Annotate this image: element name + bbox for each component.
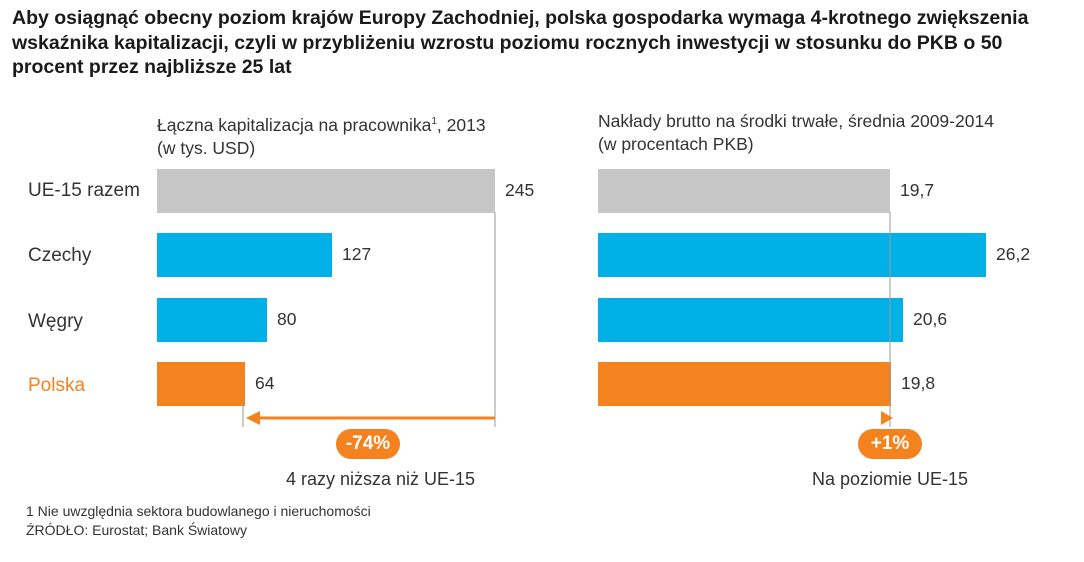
left-title-year: , 2013 bbox=[436, 114, 486, 135]
category-label-polska: Polska bbox=[28, 375, 86, 396]
left-chart-title: Łączna kapitalizacja na pracownika1, 201… bbox=[157, 110, 486, 160]
right-bar-czechy bbox=[598, 233, 986, 277]
right-gap-arrowhead bbox=[881, 411, 893, 425]
right-value-label-ue15: 19,7 bbox=[900, 180, 935, 200]
left-value-label-polska: 64 bbox=[255, 373, 275, 393]
left-gap-arrowhead bbox=[246, 411, 260, 425]
category-label-ue15: UE-15 razem bbox=[28, 180, 140, 201]
left-bar-czechy bbox=[157, 233, 332, 277]
right-chart-title: Nakłady brutto na środki trwałe, średnia… bbox=[598, 110, 994, 156]
source-note: ŹRÓDŁO: Eurostat; Bank Światowy bbox=[26, 522, 247, 538]
left-caption: 4 razy niższa niż UE-15 bbox=[286, 469, 476, 489]
right-value-label-wegry: 20,6 bbox=[913, 309, 948, 329]
left-value-label-ue15: 245 bbox=[505, 180, 535, 200]
right-bar-polska bbox=[598, 362, 891, 406]
left-title-text: Łączna kapitalizacja na pracownika bbox=[157, 114, 432, 135]
left-bar-ue15 bbox=[157, 169, 495, 213]
left-gap-badge: -74% bbox=[336, 429, 400, 459]
left-title-unit: (w tys. USD) bbox=[157, 137, 256, 158]
right-bar-wegry bbox=[598, 298, 903, 342]
left-value-label-wegry: 80 bbox=[277, 309, 297, 329]
left-bar-wegry bbox=[157, 298, 267, 342]
headline: Aby osiągnąć obecny poziom krajów Europy… bbox=[12, 7, 1029, 78]
left-value-label-czechy: 127 bbox=[342, 244, 372, 264]
category-label-czechy: Czechy bbox=[28, 245, 92, 266]
right-value-label-czechy: 26,2 bbox=[996, 244, 1031, 264]
right-value-label-polska: 19,8 bbox=[901, 373, 936, 393]
right-title-unit: (w procentach PKB) bbox=[598, 134, 754, 154]
right-gap-badge: +1% bbox=[858, 429, 922, 459]
left-bar-polska bbox=[157, 362, 245, 406]
right-bar-ue15 bbox=[598, 169, 890, 213]
category-label-wegry: Węgry bbox=[28, 311, 83, 332]
right-title-text: Nakłady brutto na środki trwałe, średnia… bbox=[598, 111, 994, 131]
footnote-marker: 1 bbox=[431, 116, 437, 127]
right-caption: Na poziomie UE-15 bbox=[812, 469, 969, 489]
footnote: 1 Nie uwzględnia sektora budowlanego i n… bbox=[26, 503, 371, 519]
